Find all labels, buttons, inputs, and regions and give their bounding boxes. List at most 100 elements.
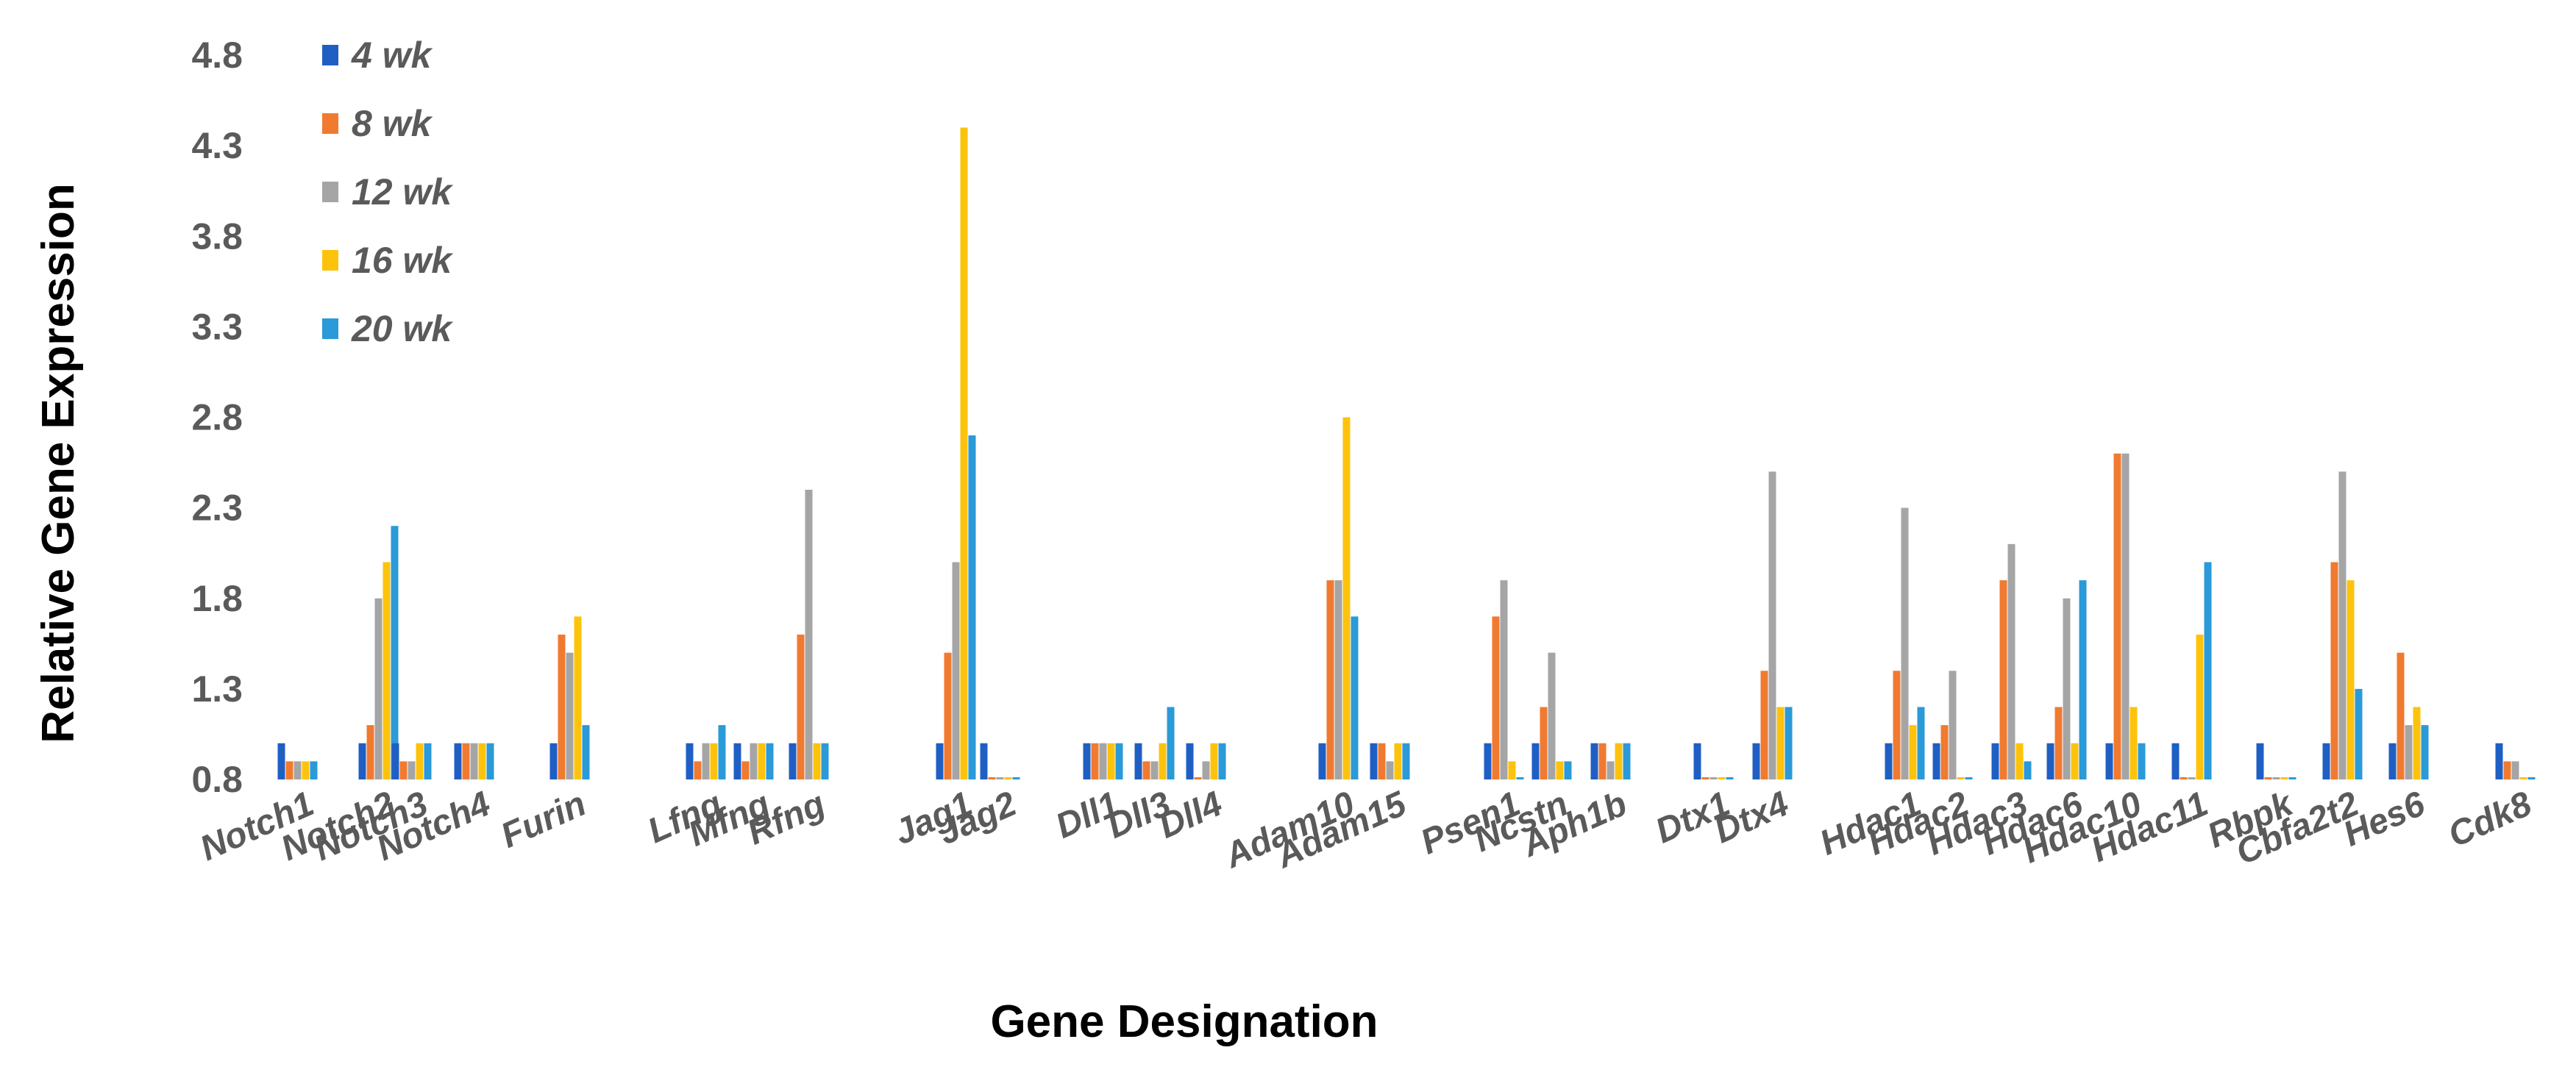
bar-Hdac6-20wk [2079,580,2087,779]
bar-Rbpk-16wk [2280,777,2288,779]
bar-Dtx1-8wk [1701,777,1709,779]
y-axis-ticks: 0.8 1.3 1.8 2.3 2.8 3.3 3.8 4.3 4.8 [191,35,243,800]
y-tick-label: 1.3 [191,668,243,710]
bar-Hdac3-4wk [1991,743,1999,779]
bar-Dll1-20wk [1115,743,1123,779]
bar-Ncstn-20wk [1564,761,1572,779]
bar-Dll1-4wk [1083,743,1091,779]
bar-Hdac1-4wk [1885,743,1893,779]
bar-Hdac2-20wk [1965,777,1973,779]
bar-Notch4-20wk [486,743,494,779]
bar-Dtx1-4wk [1693,743,1701,779]
bar-Mfng-4wk [733,743,741,779]
legend-label: 20 wk [351,308,453,349]
bar-Notch4-8wk [462,743,470,779]
bar-Dll3-12wk [1150,761,1159,779]
legend-swatch [322,250,338,271]
bar-Adam15-8wk [1378,743,1386,779]
bar-Hdac10-20wk [2138,743,2146,779]
bar-Notch1-8wk [285,761,293,779]
bar-Lfng-4wk [686,743,694,779]
bar-Mfng-16wk [758,743,766,779]
bar-Jag1-20wk [968,435,976,779]
bar-Notch2-12wk [374,598,383,779]
bar-Dtx4-8wk [1760,671,1768,779]
bar-Hdac6-8wk [2054,707,2063,779]
bar-series [277,127,2536,779]
bar-Lfng-16wk [710,743,718,779]
bar-Hdac11-16wk [2196,635,2204,779]
bar-Dll1-16wk [1107,743,1115,779]
bar-Aph1b-8wk [1598,743,1607,779]
bar-Dtx1-12wk [1709,777,1718,779]
bar-Cbfa2t2-8wk [2330,562,2338,779]
bar-Psen1-4wk [1484,743,1492,779]
legend-swatch [322,113,338,134]
bar-Psen1-16wk [1508,761,1516,779]
bar-Hdac2-12wk [1949,671,1957,779]
bar-Dll4-8wk [1194,777,1202,779]
bar-Hdac11-8wk [2180,777,2188,779]
y-tick-label: 1.8 [191,578,243,619]
legend-swatch [322,182,338,202]
bar-Rbpk-12wk [2272,777,2280,779]
bar-Lfng-8wk [694,761,702,779]
bar-Hdac10-12wk [2121,453,2130,779]
bar-Furin-12wk [566,652,574,779]
bar-Rbpk-8wk [2264,777,2272,779]
bar-Hdac6-16wk [2071,743,2079,779]
bar-Hes6-16wk [2413,707,2421,779]
bar-Notch2-4wk [358,743,366,779]
bar-Hdac3-16wk [2015,743,2024,779]
bar-Notch3-20wk [424,743,432,779]
bar-Cdk8-4wk [2495,743,2503,779]
legend-label: 8 wk [352,103,433,144]
bar-Psen1-20wk [1516,777,1524,779]
bar-Notch4-4wk [454,743,462,779]
bar-Rfng-4wk [789,743,797,779]
bar-Hdac2-16wk [1957,777,1965,779]
legend-label: 16 wk [352,240,453,281]
x-tick-label: Cdk8 [2443,785,2538,855]
bar-Notch4-12wk [470,743,478,779]
bar-Dtx4-20wk [1785,707,1793,779]
bar-Hdac1-20wk [1917,707,1925,779]
bar-Cdk8-20wk [2527,777,2536,779]
bar-Mfng-20wk [766,743,774,779]
bar-Dll4-4wk [1186,743,1194,779]
bar-Adam10-16wk [1342,417,1351,779]
bar-Adam10-20wk [1351,616,1359,779]
bar-Adam15-16wk [1394,743,1402,779]
y-tick-label: 2.3 [191,488,243,529]
bar-Hes6-4wk [2388,743,2397,779]
bar-Notch4-16wk [478,743,486,779]
bar-Furin-8wk [558,635,566,779]
bar-Rbpk-20wk [2288,777,2296,779]
bar-Jag2-4wk [980,743,988,779]
bar-Notch2-20wk [391,526,399,779]
bar-Hdac11-20wk [2204,562,2212,779]
bar-Notch2-8wk [366,725,374,779]
legend-swatch [322,318,338,339]
bar-Hdac10-16wk [2130,707,2138,779]
x-axis-title: Gene Designation [990,996,1378,1047]
bar-Notch3-12wk [408,761,416,779]
bar-Jag2-8wk [988,777,996,779]
bar-Notch3-16wk [416,743,424,779]
bar-Dtx4-12wk [1768,471,1776,779]
bar-Jag2-16wk [1004,777,1012,779]
bar-Cdk8-12wk [2511,761,2519,779]
bar-Hes6-20wk [2421,725,2429,779]
bar-Dtx1-16wk [1718,777,1726,779]
bar-Jag1-4wk [936,743,944,779]
bar-Hdac2-4wk [1932,743,1940,779]
bar-Adam15-4wk [1370,743,1378,779]
bar-Hdac2-8wk [1940,725,1949,779]
legend-label: 4 wk [351,35,433,76]
bar-Hdac11-12wk [2188,777,2196,779]
bar-Rfng-8wk [797,635,805,779]
bar-Jag2-20wk [1012,777,1020,779]
legend-label: 12 wk [352,171,453,213]
